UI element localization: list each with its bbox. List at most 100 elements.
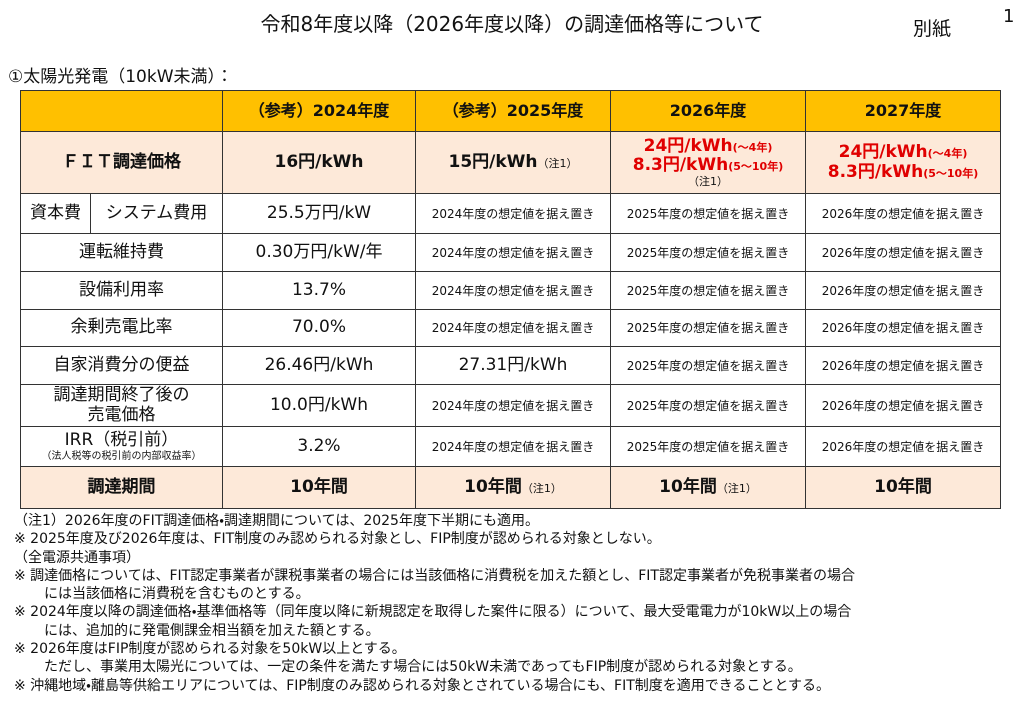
label-text: ＦＩＴ調達価格 bbox=[62, 151, 181, 172]
cell-text: 2025年度の想定値を据え置き bbox=[626, 245, 790, 260]
price: 24円/kWh bbox=[643, 135, 733, 156]
cell: 2025年度の想定値を据え置き bbox=[610, 426, 806, 467]
cell-text: 15円/kWh bbox=[448, 151, 538, 172]
cell-text: 26.46円/kWh bbox=[264, 354, 374, 375]
row-label: 設備利用率 bbox=[20, 271, 223, 310]
label-line: 売電価格 bbox=[87, 404, 156, 425]
column-header: （参考）2024年度 bbox=[222, 90, 416, 132]
table-row: 資本費 システム費用 25.5万円/kW 2024年度の想定値を据え置き 2025年度の… bbox=[20, 193, 1001, 234]
price-line: 8.3円/kWh(5～10年) bbox=[806, 161, 1000, 183]
cell-text: 2025年度の想定値を据え置き bbox=[626, 439, 790, 454]
label-text: 設備利用率 bbox=[79, 279, 164, 300]
cell-text: 2026年度の想定値を据え置き bbox=[821, 358, 985, 373]
cell: 16円/kWh bbox=[222, 131, 416, 194]
label-line: 調達期間終了後の bbox=[53, 384, 190, 405]
price-line: 24円/kWh(～4年) bbox=[806, 141, 1000, 163]
cell: 25.5万円/kW bbox=[222, 193, 416, 234]
note-line: （注1）2026年度のFIT調達価格・調達期間については、2025年度下半期にも… bbox=[14, 513, 539, 529]
table-row: IRR（税引前） （法人税等の税引前の内部収益率） 3.2% 2024年度の想定値を据… bbox=[20, 426, 1001, 467]
cell: 2025年度の想定値を据え置き bbox=[610, 233, 806, 272]
cell-text: 2026年度の想定値を据え置き bbox=[821, 206, 985, 221]
label-note: （法人税等の税引前の内部収益率） bbox=[41, 450, 202, 462]
price: 24円/kWh bbox=[838, 141, 928, 162]
cell-text: 2026年度の想定値を据え置き bbox=[821, 439, 985, 454]
note-line: （全電源共通事項） bbox=[14, 549, 140, 566]
cell-text: 2024年度の想定値を据え置き bbox=[431, 439, 595, 454]
row-label: IRR（税引前） （法人税等の税引前の内部収益率） bbox=[20, 426, 223, 467]
cell: 27.31円/kWh bbox=[415, 346, 611, 385]
cell-text: 2026年度の想定値を据え置き bbox=[821, 283, 985, 298]
cell-text: 10.0円/kWh bbox=[269, 394, 368, 415]
header-row: （参考）2024年度 （参考）2025年度 2026年度 2027年度 bbox=[20, 90, 1001, 132]
cell-text: 10年間 bbox=[659, 476, 717, 497]
cell: 2026年度の想定値を据え置き bbox=[805, 346, 1001, 385]
cell-text: 2025年度の想定値を据え置き bbox=[626, 358, 790, 373]
column-header: （参考）2025年度 bbox=[415, 90, 611, 132]
cell: 2025年度の想定値を据え置き bbox=[610, 384, 806, 427]
cell-text: 2026年度の想定値を据え置き bbox=[821, 321, 985, 336]
row-label: 資本費 bbox=[20, 193, 91, 234]
row-label: 自家消費分の便益 bbox=[20, 346, 223, 385]
table-row: 調達期間 10年間 10年間（注1） 10年間（注1） 10年間 bbox=[20, 466, 1001, 509]
label-text: 自家消費分の便益 bbox=[53, 354, 190, 375]
cell: 15円/kWh（注1） bbox=[415, 131, 611, 194]
table-row: 余剰売電比率 70.0% 2024年度の想定値を据え置き 2025年度の想定値を据え置… bbox=[20, 309, 1001, 347]
cell-text: 10年間 bbox=[464, 476, 522, 497]
row-sublabel: システム費用 bbox=[90, 193, 223, 234]
cell: 2026年度の想定値を据え置き bbox=[805, 309, 1001, 347]
cell: 2024年度の想定値を据え置き bbox=[415, 193, 611, 234]
cell-text: 2024年度の想定値を据え置き bbox=[431, 321, 595, 336]
cell-note: （注1） bbox=[716, 481, 757, 495]
cell: 24円/kWh(～4年) 8.3円/kWh(5～10年) bbox=[805, 131, 1001, 194]
cell-text: 2025年度の想定値を据え置き bbox=[626, 321, 790, 336]
cell: 2024年度の想定値を据え置き bbox=[415, 384, 611, 427]
cell-text: 10年間 bbox=[874, 476, 932, 497]
cell-text: 25.5万円/kW bbox=[266, 202, 372, 223]
table-row: 調達期間終了後の 売電価格 10.0円/kWh 2024年度の想定値を据え置き 2025… bbox=[20, 384, 1001, 427]
cell-text: 2025年度の想定値を据え置き bbox=[626, 283, 790, 298]
cell-text: 2024年度の想定値を据え置き bbox=[431, 398, 595, 413]
cell-text: 2025年度の想定値を据え置き bbox=[626, 206, 790, 221]
note-line: には当該価格に消費税を含むものとする。 bbox=[44, 586, 310, 603]
cell: 2026年度の想定値を据え置き bbox=[805, 233, 1001, 272]
cell-note: （注1） bbox=[537, 156, 578, 170]
cell: 2025年度の想定値を据え置き bbox=[610, 309, 806, 347]
section-heading: ①太陽光発電（10kW未満）： bbox=[8, 67, 234, 87]
cell-text: 0.30万円/kW/年 bbox=[255, 241, 383, 262]
cell-text: 27.31円/kWh bbox=[458, 354, 568, 375]
label-text: 調達期間 bbox=[87, 476, 156, 497]
cell: 2025年度の想定値を据え置き bbox=[610, 271, 806, 310]
label-text: IRR（税引前） bbox=[64, 429, 179, 450]
price: 8.3円/kWh bbox=[827, 161, 924, 182]
row-label: 運転維持費 bbox=[20, 233, 223, 272]
cell: 2026年度の想定値を据え置き bbox=[805, 193, 1001, 234]
cell: 10.0円/kWh bbox=[222, 384, 416, 427]
note-line: ※ 2024年度以降の調達価格・基準価格等（同年度以降に新規認定を取得した案件に… bbox=[14, 604, 852, 621]
note-line: ※ 沖縄地域・離島等供給エリアについては、FIP制度のみ認められる対象とされてい… bbox=[14, 677, 831, 694]
price-term: (5～10年) bbox=[728, 160, 784, 174]
row-label: ＦＩＴ調達価格 bbox=[20, 131, 223, 194]
price-line: 24円/kWh(～4年) bbox=[611, 135, 805, 157]
cell-text: 70.0% bbox=[291, 317, 346, 338]
table-row: 設備利用率 13.7% 2024年度の想定値を据え置き 2025年度の想定値を据え置き… bbox=[20, 271, 1001, 310]
label-text: 運転維持費 bbox=[79, 241, 164, 262]
cell: 10年間（注1） bbox=[610, 466, 806, 509]
row-label: 余剰売電比率 bbox=[20, 309, 223, 347]
row-label: 調達期間 bbox=[20, 466, 223, 509]
cell-text: 2024年度の想定値を据え置き bbox=[431, 245, 595, 260]
cell: 26.46円/kWh bbox=[222, 346, 416, 385]
cell-text: 2024年度の想定値を据え置き bbox=[431, 283, 595, 298]
cell: 2024年度の想定値を据え置き bbox=[415, 271, 611, 310]
note-line: ※ 2026年度はFIP制度が認められる対象を50kW以上とする。 bbox=[14, 641, 406, 658]
cell: 24円/kWh(～4年) 8.3円/kWh(5～10年) （注1） bbox=[610, 131, 806, 194]
table-row: ＦＩＴ調達価格 16円/kWh 15円/kWh（注1） 24円/kWh(～4年) 8.3… bbox=[20, 131, 1001, 194]
column-header: 2026年度 bbox=[610, 90, 806, 132]
note-line: ※ 2025年度及び2026年度は、FIT制度のみ認められる対象とし、FIP制度… bbox=[14, 531, 661, 548]
price-term: (～4年) bbox=[732, 140, 773, 154]
cell: 0.30万円/kW/年 bbox=[222, 233, 416, 272]
price-term: (～4年) bbox=[927, 146, 968, 160]
cell: 70.0% bbox=[222, 309, 416, 347]
column-header: 2027年度 bbox=[805, 90, 1001, 132]
corner-cell bbox=[20, 90, 223, 132]
